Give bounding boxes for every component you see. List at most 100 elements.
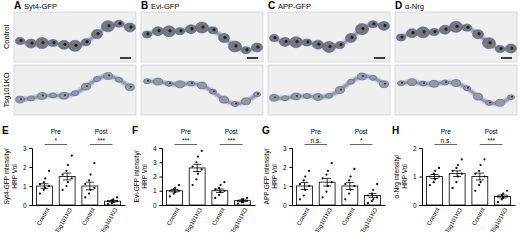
image-bouton [153,27,164,36]
image-bouton [196,22,209,33]
bar [449,174,465,205]
image-puncta [511,96,513,98]
significance-bracket [434,144,457,145]
bar-chart: ESyt4-GFP intensity/HRP Vol0123ControlTs… [2,125,126,234]
image-puncta [340,89,342,91]
tick: 4 [153,145,162,152]
image-puncta [273,36,276,39]
data-point [43,189,45,191]
image-bouton [496,99,505,106]
tick-label: Tsg101KO [99,207,118,235]
plot-area [37,155,121,206]
image-bouton [304,94,311,99]
error-cap [431,174,439,175]
significance-bracket [350,144,373,145]
image-puncta [234,44,237,47]
error-cap [193,164,201,165]
image-axon [274,76,384,98]
data-point [93,162,95,164]
data-point [372,198,374,200]
data-point [218,194,220,196]
error-bar [346,183,354,190]
image-bouton [398,81,405,86]
tick-mark [30,167,33,168]
tick-mark [160,177,163,178]
image-puncta [107,24,110,27]
tick: Tsg101KO [489,205,508,234]
image-puncta [455,25,458,28]
data-point [376,183,378,185]
image-puncta [118,22,121,25]
image-puncta [169,82,171,84]
tick-label: 0 [153,202,157,209]
error-cap [453,176,461,177]
significance-bracket [220,144,243,145]
data-point [191,184,193,186]
image-puncta [157,29,160,32]
data-point [371,200,373,202]
image-bouton [323,41,336,52]
image-puncta [284,40,287,43]
error-cap [369,193,377,194]
data-point [88,193,90,195]
image-bouton [144,79,151,84]
tick-mark [160,205,163,206]
data-point [321,196,323,198]
error-cap [476,179,484,180]
image-puncta [488,41,491,44]
image-bouton [229,41,242,52]
data-point [497,201,499,203]
tick-label: Tsg101KO [359,207,378,235]
data-point [331,162,333,164]
y-axis-label: Evi-GFP intensity/HRP Vol [133,150,148,202]
data-point [353,185,355,187]
image-puncta [52,41,55,44]
significance-label: *** [227,137,235,144]
data-point [65,170,67,172]
y-axis-label: α-Nrg intensity/HRP Vol [393,154,408,198]
image-bouton [486,100,493,105]
image-bouton [369,21,378,28]
image-puncta [422,30,425,33]
tick-label: 3 [153,159,157,166]
bar [235,201,251,205]
tick-mark [420,205,423,206]
image-bouton [303,39,312,46]
image-bouton [379,21,390,30]
image-puncta [30,42,33,45]
image-puncta [129,25,132,28]
error-bar [216,189,224,192]
image-puncta [499,47,502,50]
error-stem [479,173,480,180]
data-point [88,179,90,181]
axis-line [293,205,386,206]
image-bouton [38,92,47,99]
image-bouton [430,29,439,36]
error-bar [86,182,94,190]
data-point [348,179,350,181]
panel-letter: H [392,125,399,136]
image-frame [268,65,390,115]
image-puncta [339,43,342,46]
data-point [178,184,180,186]
data-point [461,173,463,175]
tick-mark [30,148,33,149]
image-bouton [473,30,484,39]
data-point [71,177,73,179]
error-cap [239,201,247,202]
image-frame [141,12,263,62]
image-puncta [384,83,386,85]
tick: 2 [23,164,32,171]
image-puncta [223,36,226,39]
image-bouton [348,79,355,84]
data-point [71,155,73,157]
tick-label: 2 [23,164,27,171]
image-bouton [82,83,91,90]
data-point [438,167,440,169]
image-bouton [49,40,58,47]
error-cap [86,189,94,190]
panel-letter: D [395,0,402,11]
panel-letter: G [262,125,270,136]
data-point [483,158,485,160]
tick: Tsg101KO [444,205,463,234]
